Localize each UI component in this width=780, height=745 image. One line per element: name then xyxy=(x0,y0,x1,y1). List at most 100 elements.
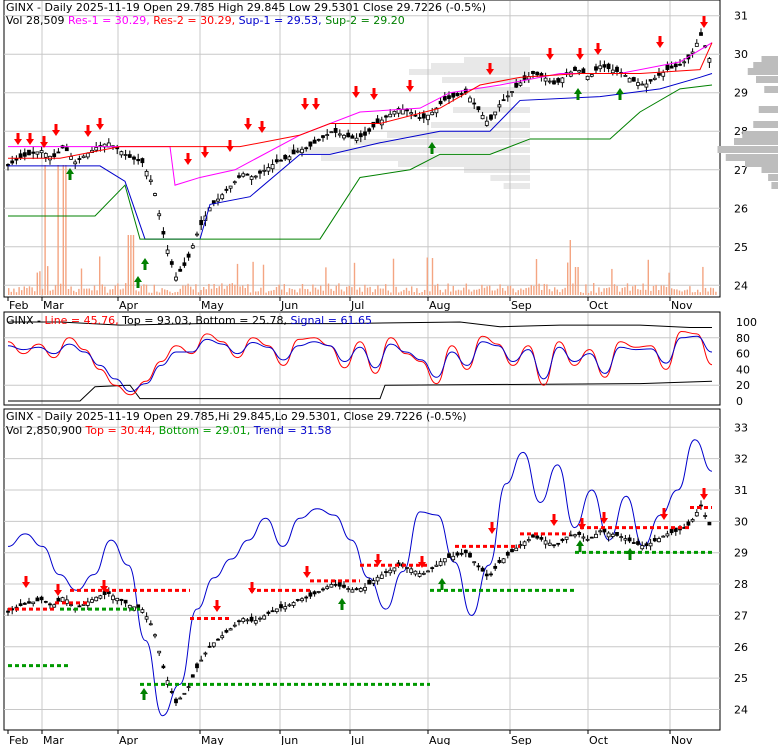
trend-candle xyxy=(438,561,443,566)
trend-candle xyxy=(157,650,162,654)
trend-candle xyxy=(589,536,594,539)
price-candle xyxy=(77,158,82,160)
trend-candle xyxy=(249,616,254,622)
volume-bar xyxy=(496,288,499,295)
trend-candle xyxy=(48,603,52,606)
volume-bar xyxy=(203,286,205,295)
volume-bar xyxy=(556,289,558,295)
stochastic-line-readout: Line = 45.76, xyxy=(44,314,119,327)
volume-bar xyxy=(522,289,525,295)
trend-candle xyxy=(148,623,153,626)
stochastic-signal-line xyxy=(7,335,713,393)
trend-candle xyxy=(413,570,418,575)
sup1-readout: Sup-1 = 29.53, xyxy=(238,14,322,27)
volume-bar xyxy=(421,292,423,295)
volume-bar xyxy=(301,283,304,295)
price-candle xyxy=(392,110,397,115)
price-candle xyxy=(505,95,510,98)
volume-bar xyxy=(512,288,514,295)
trend-candle xyxy=(472,561,477,564)
volume-bar xyxy=(83,288,85,295)
price-candle xyxy=(531,70,535,75)
price-candle xyxy=(220,194,225,200)
trend-candle xyxy=(392,567,397,572)
price-candle xyxy=(262,169,267,172)
volume-bar xyxy=(593,283,595,295)
sell-arrow-icon xyxy=(244,118,252,130)
trend-info: GINX - Daily 2025-11-19 Open 29.785,Hi 2… xyxy=(6,410,467,423)
price-candle xyxy=(132,156,136,160)
trend-candle xyxy=(262,615,267,620)
price-candle xyxy=(501,99,506,102)
price-candle xyxy=(39,150,44,154)
volume-bar xyxy=(127,235,129,295)
volume-bar xyxy=(330,288,332,295)
res2-readout: Res-2 = 30.29, xyxy=(153,14,236,27)
volume-profile-extension xyxy=(398,161,530,167)
price-candle xyxy=(140,158,145,164)
stochastic-y-tick-label: 20 xyxy=(736,379,750,392)
volume-bar xyxy=(507,286,509,295)
sell-arrow-icon xyxy=(656,36,664,48)
volume-profile-extension xyxy=(409,69,530,75)
trend-x-tick-label: Mar xyxy=(43,734,64,745)
volume-bar xyxy=(213,284,215,295)
volume-bar xyxy=(221,283,223,295)
trend-candle xyxy=(127,604,132,609)
volume-bar xyxy=(611,268,613,295)
volume-bar xyxy=(195,284,197,295)
volume-bar xyxy=(265,292,267,295)
trend-candle xyxy=(610,533,615,537)
stochastic-y-tick-label: 100 xyxy=(736,316,757,329)
volume-bar xyxy=(164,289,166,295)
volume-bar xyxy=(351,287,353,295)
sell-arrow-icon xyxy=(550,514,558,526)
price-candle xyxy=(228,185,233,189)
price-candle xyxy=(18,153,23,159)
sell-arrow-icon xyxy=(54,584,62,596)
buy-arrow-icon xyxy=(140,688,148,700)
volume-bar xyxy=(585,284,587,295)
trend-candle xyxy=(652,538,657,542)
trend-y-tick-label: 28 xyxy=(734,578,748,591)
volume-bar xyxy=(372,292,374,295)
volume-bar xyxy=(530,285,532,295)
trend-candle xyxy=(606,532,611,538)
volume-bar xyxy=(533,285,535,295)
price-candle xyxy=(85,152,90,158)
volume-bar xyxy=(197,292,200,295)
price-candle xyxy=(216,198,220,202)
volume-bar xyxy=(140,286,142,295)
volume-bar xyxy=(517,290,519,295)
price-x-tick-label: Feb xyxy=(9,299,28,312)
trend-candle xyxy=(77,605,82,608)
volume-bar xyxy=(481,284,483,295)
price-y-tick-label: 29 xyxy=(734,87,748,100)
trend-candle xyxy=(644,543,649,547)
price-candle xyxy=(636,82,640,86)
volume-bar xyxy=(171,292,174,295)
stochastic-y-tick-label: 80 xyxy=(736,332,750,345)
volume-bar xyxy=(468,289,470,295)
price-candle xyxy=(631,77,636,82)
volume-bar xyxy=(151,292,153,295)
trend-candle xyxy=(594,533,598,539)
volume-bar xyxy=(73,290,75,295)
volume-bar xyxy=(304,288,306,295)
trend-top-readout: Top = 30.44, xyxy=(85,424,156,437)
volume-bar xyxy=(413,292,415,295)
volume-bar xyxy=(242,285,244,295)
volume-bar xyxy=(691,292,694,295)
trend-candle xyxy=(661,535,666,538)
volume-bar xyxy=(681,291,683,295)
volume-bar xyxy=(307,289,309,295)
volume-bar xyxy=(606,288,608,295)
volume-bar xyxy=(403,289,405,295)
volume-bar xyxy=(169,291,171,295)
volume-bar xyxy=(702,266,704,295)
trend-candle xyxy=(358,588,363,592)
trend-candle xyxy=(266,611,271,614)
trend-candle xyxy=(207,645,212,648)
sell-arrow-icon xyxy=(201,146,209,158)
trend-y-tick-label: 32 xyxy=(734,453,748,466)
